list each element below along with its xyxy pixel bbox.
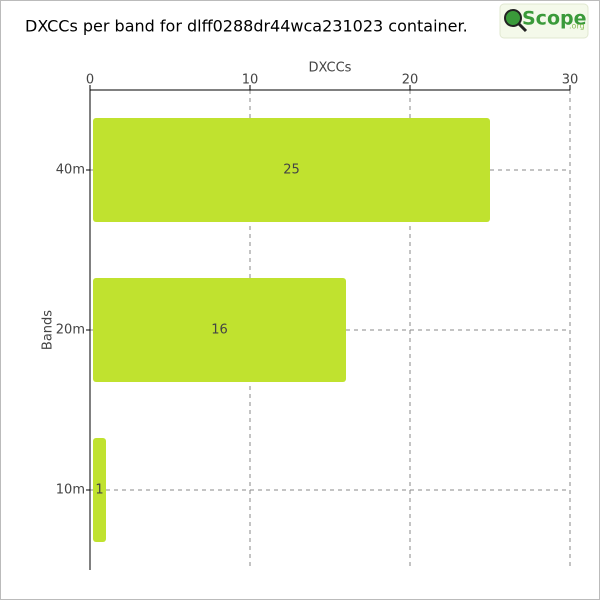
bar: [93, 278, 346, 382]
y-tick-label: 40m: [56, 163, 85, 178]
x-tick-label: 20: [402, 73, 419, 88]
y-tick-label: 20m: [56, 323, 85, 338]
logo-icon: [504, 9, 522, 27]
x-tick-label: 30: [562, 73, 579, 88]
data-label: 1: [95, 483, 103, 498]
logo-handle: [517, 22, 528, 33]
y-tick-label: 10m: [56, 483, 85, 498]
x-axis-label: DXCCs: [309, 61, 352, 76]
bar: [93, 118, 490, 222]
chart-title: DXCCs per band for dlff0288dr44wca231023…: [25, 17, 468, 36]
x-tick-label: 10: [242, 73, 259, 88]
x-tick-label: 0: [86, 73, 94, 88]
bar: [93, 438, 106, 542]
logo-box: [499, 3, 589, 39]
data-label: 16: [211, 323, 228, 338]
logo-suffix: .org: [569, 22, 585, 31]
y-axis-label: Bands: [41, 310, 56, 350]
logo-text: Scope: [522, 8, 587, 30]
logo: Scope .org: [499, 3, 589, 39]
data-label: 25: [283, 163, 300, 178]
